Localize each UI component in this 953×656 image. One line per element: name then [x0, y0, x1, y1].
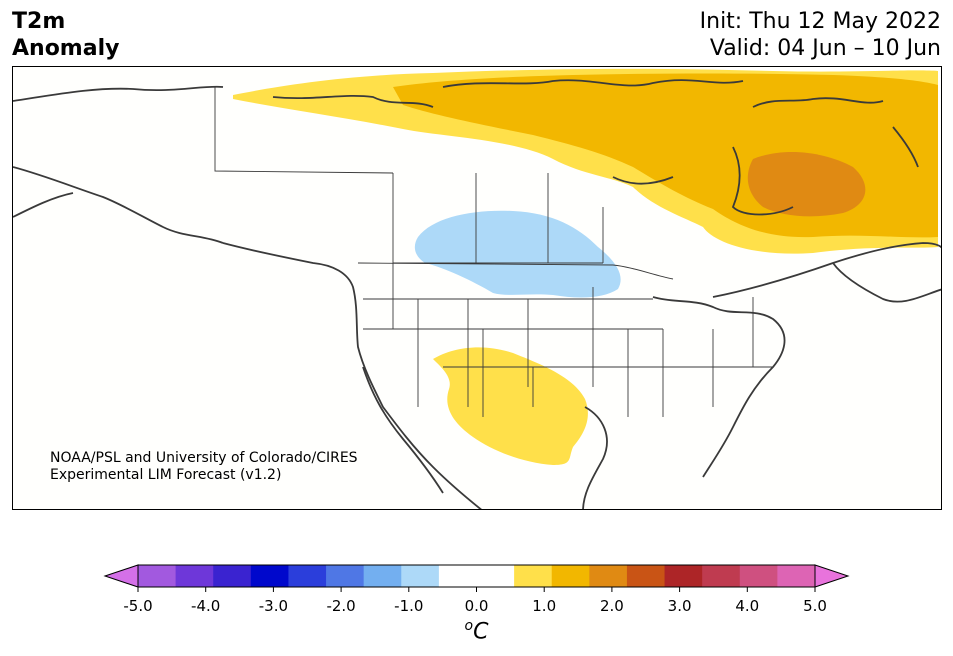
unit-base: C: [473, 619, 489, 645]
colorbar-tick-label: 5.0: [803, 597, 827, 615]
colorbar-bin: [326, 565, 365, 587]
warm-anomaly-hudson-orange: [747, 152, 866, 217]
colorbar-tick-label: 1.0: [532, 597, 556, 615]
warm-anomaly-southwest: [433, 347, 588, 465]
political-borders: [214, 87, 773, 417]
credit-text: NOAA/PSL and University of Colorado/CIRE…: [50, 450, 358, 484]
colorbar-tick-label: -2.0: [326, 597, 355, 615]
variable-line2: Anomaly: [12, 36, 120, 61]
colorbar-bin: [739, 565, 778, 587]
colorbar-bin: [476, 565, 515, 587]
colorbar-tick-label: -5.0: [123, 597, 152, 615]
colorbar-tick-label: 4.0: [735, 597, 759, 615]
colorbar-tick-label: 0.0: [465, 597, 489, 615]
colorbar-tick-label: 2.0: [600, 597, 624, 615]
unit-superscript: o: [464, 618, 474, 634]
colorbar-bin: [777, 565, 816, 587]
credit-line1: NOAA/PSL and University of Colorado/CIRE…: [50, 450, 358, 466]
colorbar-bin: [213, 565, 252, 587]
map-svg: [13, 67, 941, 509]
colorbar-bin: [626, 565, 666, 587]
colorbar-bin: [589, 565, 628, 587]
colorbar-bin: [138, 565, 177, 587]
cool-anomaly-plains: [414, 210, 621, 298]
variable-title: T2m Anomaly: [12, 8, 119, 62]
colorbar-extend-max: [814, 564, 850, 588]
colorbar: -5.0 -4.0 -3.0 -2.0 -1.0 0.0 1.0 2.0 3.0 4.0 5.0: [0, 560, 953, 656]
colorbar-bin: [664, 565, 703, 587]
colorbar-bin: [250, 565, 289, 587]
colorbar-bin: [363, 565, 402, 587]
colorbar-tick-label: 3.0: [668, 597, 692, 615]
colorbar-bin: [438, 565, 477, 587]
colorbar-bin: [514, 565, 553, 587]
colorbar-bin: [401, 565, 440, 587]
coastlines: [13, 79, 941, 509]
colorbar-unit: oC: [0, 618, 953, 644]
valid-date: Valid: 04 Jun – 10 Jun: [709, 36, 941, 61]
variable-line1: T2m: [12, 9, 66, 34]
colorbar-tick-label: -4.0: [191, 597, 220, 615]
colorbar-bin: [551, 565, 590, 587]
date-title: Init: Thu 12 May 2022 Valid: 04 Jun – 10…: [700, 8, 941, 62]
credit-line2: Experimental LIM Forecast (v1.2): [50, 467, 282, 483]
colorbar-bin: [175, 565, 214, 587]
colorbar-bin: [288, 565, 327, 587]
init-date: Init: Thu 12 May 2022: [699, 9, 941, 34]
colorbar-bin: [702, 565, 741, 587]
colorbar-svg: -5.0 -4.0 -3.0 -2.0 -1.0 0.0 1.0 2.0 3.0 4.0 5.0: [103, 564, 850, 615]
colorbar-tick-label: -3.0: [259, 597, 288, 615]
anomaly-map: NOAA/PSL and University of Colorado/CIRE…: [12, 66, 942, 510]
colorbar-tick-label: -1.0: [394, 597, 423, 615]
colorbar-extend-min: [103, 564, 139, 588]
